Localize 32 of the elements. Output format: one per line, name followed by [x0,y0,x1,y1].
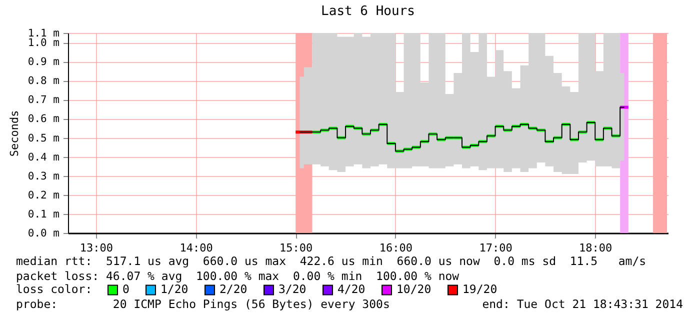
legend-label: 19/20 [462,282,498,296]
y-tick-label: 0.1 m [28,208,60,220]
y-tick-label: 0.4 m [28,151,60,164]
legend-label: 4/20 [338,282,366,296]
y-tick-label: 0.3 m [28,170,60,182]
chart-title: Last 6 Hours [321,4,415,19]
y-tick-label: 0.8 m [28,75,60,88]
text: probe: 20 ICMP Echo Pings (56 Bytes) every 300s [16,297,390,311]
x-tick-label: 16:00 [379,242,413,254]
x-tick-label: 14:00 [180,242,213,254]
x-tick-label: 18:00 [579,242,612,254]
y-tick-label: 0.0 m [28,228,60,240]
legend-label: 2/20 [220,282,248,296]
legend-label: 3/20 [278,282,306,296]
y-tick-label: 0.6 m [28,113,60,126]
y-axis-title: Seconds [8,110,21,157]
x-tick-label: 17:00 [479,242,512,254]
y-tick-label: 0.9 m [28,56,60,68]
x-tick-label: 13:00 [80,242,114,254]
legend-label: 0 [122,282,130,296]
y-tick-label: 0.7 m [28,94,60,106]
text: packet loss: 46.07 % avg 100.00 % max 0.00 % min 100.00 % now [16,269,460,283]
legend-label: 1/20 [160,282,188,296]
y-tick-label: 0.5 m [28,132,60,144]
y-tick-label: 1.1 m [28,28,60,40]
text: median rtt: 517.1 us avg 660.0 us max 422.6 us min 660.0 us now 0.0 ms sd 11.5 am/s [16,254,646,268]
text: end: Tue Oct 21 18:43:31 2014 [482,297,683,311]
legend-label: 10/20 [396,282,432,296]
y-tick-label: 1.0 m [28,37,60,50]
y-tick-label: 0.2 m [28,189,60,202]
x-tick-label: 15:00 [280,242,313,254]
legend-title: loss color: [16,282,92,296]
